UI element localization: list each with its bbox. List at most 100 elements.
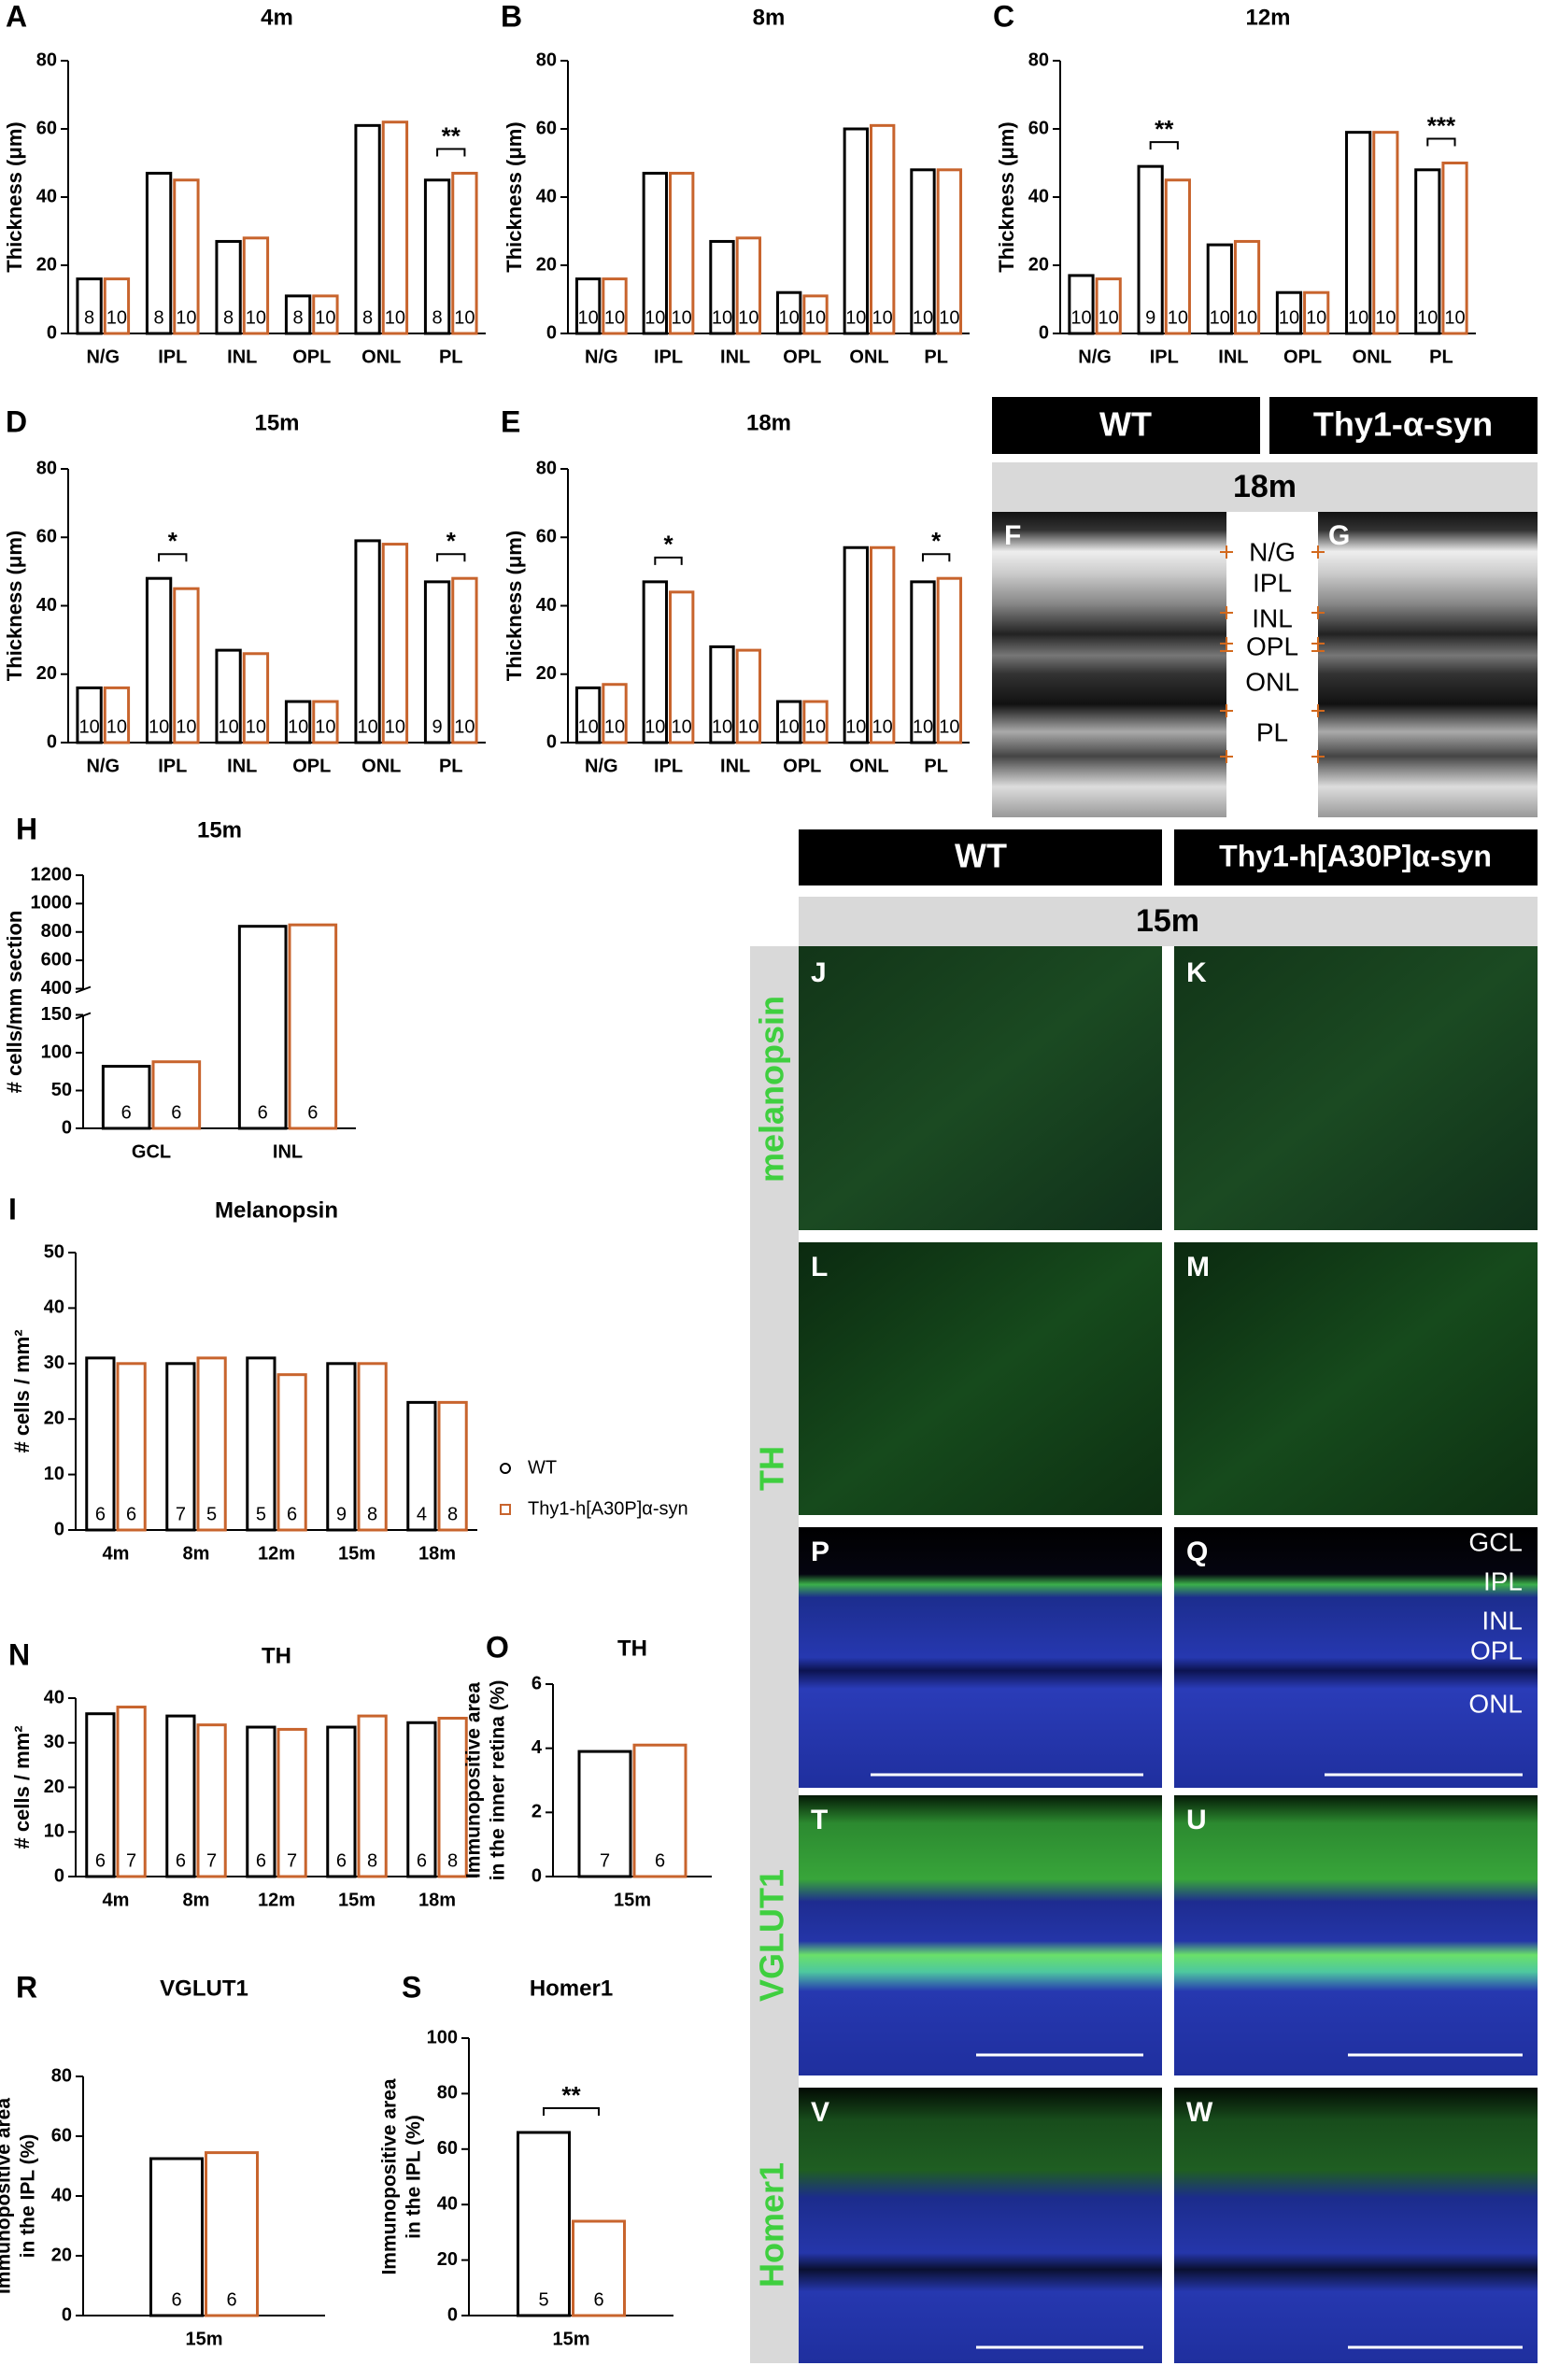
bar <box>1372 131 1399 335</box>
y-axis-label: Immunopositive area <box>463 1682 485 1878</box>
bar <box>215 648 242 744</box>
x-tick-label: 12m <box>258 1543 295 1564</box>
bar <box>642 580 669 744</box>
y-axis-label: Thickness (μm) <box>503 121 526 272</box>
x-tick-label: 15m <box>338 1543 376 1564</box>
sample-size: 10 <box>913 307 933 328</box>
sample-size: 7 <box>206 1850 217 1871</box>
chart-title: TH <box>262 1643 291 1668</box>
bar <box>936 576 963 744</box>
y-axis-label: # cells/mm section <box>3 911 26 1094</box>
bar <box>242 652 270 744</box>
bar <box>572 2219 626 2317</box>
panel-letter: M <box>1186 1252 1210 1282</box>
sample-size: 10 <box>385 307 405 328</box>
chart-title: TH <box>617 1636 647 1661</box>
y-axis-label: # cells / mm² <box>10 1329 34 1452</box>
row-label: melanopsin <box>753 996 791 1183</box>
x-tick-label: ONL <box>361 347 401 367</box>
x-tick-label: PL <box>439 756 463 776</box>
y-tick-label: 50 <box>44 1241 64 1262</box>
sample-size: 10 <box>645 716 665 737</box>
sample-size: 10 <box>288 716 308 737</box>
bar <box>312 700 339 744</box>
bar <box>276 1373 307 1532</box>
sample-size: 10 <box>872 307 893 328</box>
bar <box>103 277 131 335</box>
y-tick-label: 100 <box>427 2027 458 2047</box>
y-tick-label: 60 <box>437 2138 458 2159</box>
layer-label: INL <box>1481 1606 1523 1635</box>
y-axis-label: in the inner retina (%) <box>488 1680 509 1881</box>
sample-size: 10 <box>738 307 758 328</box>
bar <box>870 123 896 335</box>
x-tick-label: INL <box>273 1141 303 1162</box>
x-tick-label: 4m <box>103 1890 130 1910</box>
panel-letter: E <box>501 404 520 438</box>
x-tick-label: PL <box>439 347 463 367</box>
y-tick-label: 20 <box>36 254 57 275</box>
sample-size: 10 <box>604 307 625 328</box>
bar <box>642 171 669 335</box>
bar <box>632 1743 687 1878</box>
sample-size: 10 <box>845 307 866 328</box>
y-tick-label: 100 <box>41 1041 72 1062</box>
sample-size: 10 <box>578 307 599 328</box>
x-tick-label: OPL <box>783 347 821 367</box>
x-tick-label: 12m <box>258 1890 295 1910</box>
bar <box>577 1750 632 1878</box>
bar <box>288 923 338 1130</box>
panel-letter: F <box>1004 520 1021 551</box>
bar <box>246 1725 276 1878</box>
y-axis-label: Thickness (μm) <box>3 531 26 681</box>
x-tick-label: INL <box>227 756 257 776</box>
bar <box>237 925 288 1130</box>
sample-size: 10 <box>176 307 196 328</box>
y-tick-label: 40 <box>51 2185 72 2205</box>
sample-size: 10 <box>106 716 127 737</box>
x-tick-label: IPL <box>158 756 187 776</box>
y-tick-label: 60 <box>36 527 57 547</box>
x-tick-label: 15m <box>338 1890 376 1910</box>
x-tick-label: 18m <box>418 1543 456 1564</box>
bar <box>116 1362 147 1532</box>
layer-label: GCL <box>1468 1527 1523 1556</box>
y-tick-label: 80 <box>536 458 557 478</box>
y-axis-label: Thickness (μm) <box>3 121 26 272</box>
sample-size: 10 <box>672 307 692 328</box>
panel-letter: H <box>16 812 37 845</box>
bar <box>910 168 936 335</box>
sample-size: 10 <box>578 716 599 737</box>
bar <box>406 1400 437 1532</box>
bar <box>165 1362 196 1532</box>
bar <box>1164 178 1191 335</box>
bar <box>1206 243 1233 335</box>
sig-label: ** <box>561 2081 581 2109</box>
sample-size: 7 <box>287 1850 297 1871</box>
x-tick-label: 15m <box>614 1890 651 1910</box>
age-label: 15m <box>1136 903 1199 939</box>
x-tick-label: IPL <box>1150 347 1179 367</box>
bar <box>406 1721 437 1878</box>
chart-title: 4m <box>261 5 293 30</box>
x-tick-label: INL <box>720 347 750 367</box>
bar <box>574 277 602 335</box>
sample-size: 5 <box>256 1504 266 1524</box>
x-tick-label: IPL <box>158 347 187 367</box>
bar <box>381 543 409 744</box>
sample-size: 6 <box>95 1504 106 1524</box>
sample-size: 10 <box>939 716 959 737</box>
bar <box>151 1060 202 1130</box>
y-tick-label: 1000 <box>31 893 73 914</box>
panel-letter: B <box>501 0 522 33</box>
y-tick-label: 80 <box>36 458 57 478</box>
oct-image <box>992 512 1226 817</box>
legend-marker <box>500 1463 511 1474</box>
stain-panels: WT Thy1-h[A30P]α-syn 15m melanopsin TH V… <box>750 829 1538 2363</box>
panel-letter: N <box>8 1637 30 1671</box>
bar <box>284 294 312 335</box>
x-tick-label: PL <box>1429 347 1453 367</box>
y-tick-label: 80 <box>36 50 57 70</box>
sample-size: 10 <box>1099 307 1119 328</box>
bar <box>437 1716 468 1878</box>
